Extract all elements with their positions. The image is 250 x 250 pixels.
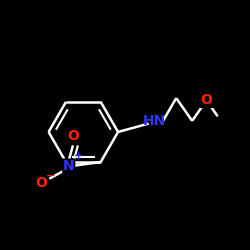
Text: +: + — [74, 152, 83, 162]
Text: O: O — [200, 93, 212, 107]
Text: O: O — [67, 129, 79, 143]
Text: N: N — [63, 159, 74, 173]
Text: −: − — [46, 171, 56, 181]
Text: O: O — [35, 176, 47, 190]
Text: HN: HN — [143, 114, 166, 128]
